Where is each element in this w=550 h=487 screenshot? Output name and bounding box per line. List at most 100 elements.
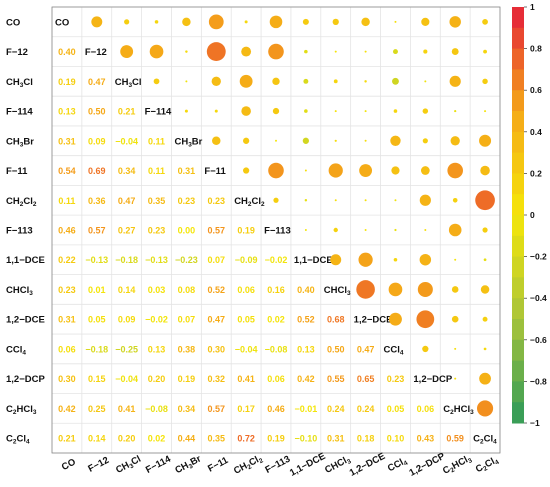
correlation-value: 0.07	[178, 315, 196, 325]
column-label-group: CO	[60, 457, 78, 473]
correlation-circle	[480, 285, 490, 294]
correlation-circle	[482, 316, 488, 322]
correlation-value: 0.13	[58, 107, 76, 117]
column-labels: CO F−12CH3​ClF−114CH3​BrF−11CH2​Cl2​F−113…	[60, 451, 501, 479]
correlation-circle	[479, 134, 492, 147]
correlation-circle	[359, 164, 373, 177]
correlation-circle	[356, 280, 375, 299]
correlation-value: 0.06	[58, 344, 76, 354]
correlation-circle	[423, 49, 428, 54]
correlation-value: 0.57	[208, 404, 226, 414]
diagonal-label: CHCl3​	[324, 285, 351, 297]
row-label: CO	[6, 17, 20, 28]
correlation-circle	[389, 312, 402, 326]
correlation-value: −0.02	[265, 255, 288, 265]
column-label: F−11	[206, 455, 231, 475]
correlation-value: 0.06	[417, 404, 435, 414]
row-label: C2​Cl4​	[6, 434, 30, 446]
correlation-value: 0.19	[178, 374, 196, 384]
column-label-group: 1,1−DCE	[288, 451, 327, 479]
correlation-circle	[394, 228, 397, 232]
correlation-circle	[182, 17, 191, 27]
correlation-circle	[388, 282, 403, 297]
colorbar-swatch	[512, 298, 524, 320]
correlation-value: 0.41	[118, 404, 136, 414]
correlation-value: −0.08	[145, 404, 168, 414]
correlation-circle	[241, 106, 251, 116]
column-label: CH3​Cl	[114, 454, 143, 477]
column-label-group: 1,2−DCP	[407, 451, 447, 479]
correlation-value: 0.06	[267, 374, 285, 384]
correlation-value: 0.46	[267, 404, 285, 414]
correlation-value: 0.23	[178, 196, 196, 206]
colorbar-tick-label: 0.4	[530, 127, 542, 137]
correlation-circle	[120, 45, 134, 59]
colorbar-swatch	[512, 27, 524, 50]
correlation-circle	[303, 78, 309, 84]
correlation-value: 0.09	[88, 136, 106, 146]
colorbar-swatch	[512, 319, 524, 341]
colorbar-tick-label: 0	[530, 210, 535, 220]
correlation-circle	[483, 347, 487, 351]
row-label: 1,2−DCP	[6, 374, 45, 385]
correlation-value: −0.13	[145, 255, 168, 265]
correlation-value: 0.52	[208, 285, 226, 295]
correlation-circle	[449, 16, 461, 28]
correlation-circle	[364, 50, 367, 53]
correlation-value: −0.08	[265, 344, 288, 354]
correlation-value: 0.21	[58, 434, 76, 444]
colorbar-swatch	[512, 235, 524, 258]
correlation-circle	[451, 48, 459, 56]
correlation-value: 0.68	[327, 315, 345, 325]
correlation-value: 0.43	[417, 434, 435, 444]
diagonal-label: CH3​Cl	[115, 77, 142, 89]
column-label: F−113	[263, 454, 292, 476]
correlation-circle	[482, 227, 488, 233]
correlation-value: −0.23	[175, 255, 198, 265]
correlation-value: 0.47	[88, 77, 106, 87]
correlation-value: −0.04	[115, 136, 138, 146]
correlation-value: 0.54	[58, 166, 76, 176]
correlation-circle	[241, 46, 252, 57]
correlation-circle	[328, 163, 343, 178]
correlation-value: 0.42	[58, 404, 76, 414]
correlation-circle	[393, 109, 398, 113]
correlation-value: −0.13	[85, 255, 108, 265]
correlation-value: 0.34	[118, 166, 136, 176]
row-label: F−11	[6, 166, 28, 177]
column-label-group: CHCl3​	[323, 453, 353, 476]
colorbar-tick-label: 1	[530, 2, 535, 12]
correlation-circle	[330, 254, 342, 266]
colorbar-tick-label: 0.8	[530, 44, 542, 54]
correlation-circle	[479, 372, 491, 385]
correlation-circle	[449, 75, 461, 87]
column-label: 1,1−DCE	[288, 451, 327, 479]
row-label: 1,1−DCE	[6, 255, 45, 266]
diagonal-label: 1,2−DCP	[413, 374, 452, 385]
colorbar-tick-label: −0.8	[530, 376, 547, 386]
column-label: F−12	[86, 455, 111, 475]
colorbar-swatch	[512, 69, 524, 91]
column-label: CHCl3​	[323, 453, 353, 476]
diagonal-label: CH2​Cl2​	[234, 196, 265, 208]
correlation-value: 0.38	[178, 344, 196, 354]
correlation-value: 0.15	[88, 374, 106, 384]
correlation-value: 0.31	[178, 166, 196, 176]
column-label-group: C2​Cl4​	[474, 456, 501, 475]
correlation-value: 0.02	[148, 434, 166, 444]
colorbar: 1 0.8 0.6 0.4 0.2 0 −0.2 −0.4 −0.6 −0.8 −1	[512, 2, 547, 428]
correlation-circle	[447, 162, 463, 179]
correlation-value: 0.31	[58, 136, 76, 146]
correlation-value: 0.55	[327, 374, 345, 384]
correlation-circle	[272, 77, 280, 86]
correlation-circle	[211, 76, 221, 86]
correlation-circle	[304, 109, 308, 113]
row-label: 1,2−DCE	[6, 315, 45, 326]
correlation-circle	[184, 109, 188, 113]
plot-border	[51, 6, 501, 454]
correlation-circle	[419, 194, 431, 206]
correlation-circle	[482, 18, 488, 25]
diagonal-label: C2​Cl4​	[473, 434, 497, 446]
correlation-circle	[361, 17, 370, 27]
